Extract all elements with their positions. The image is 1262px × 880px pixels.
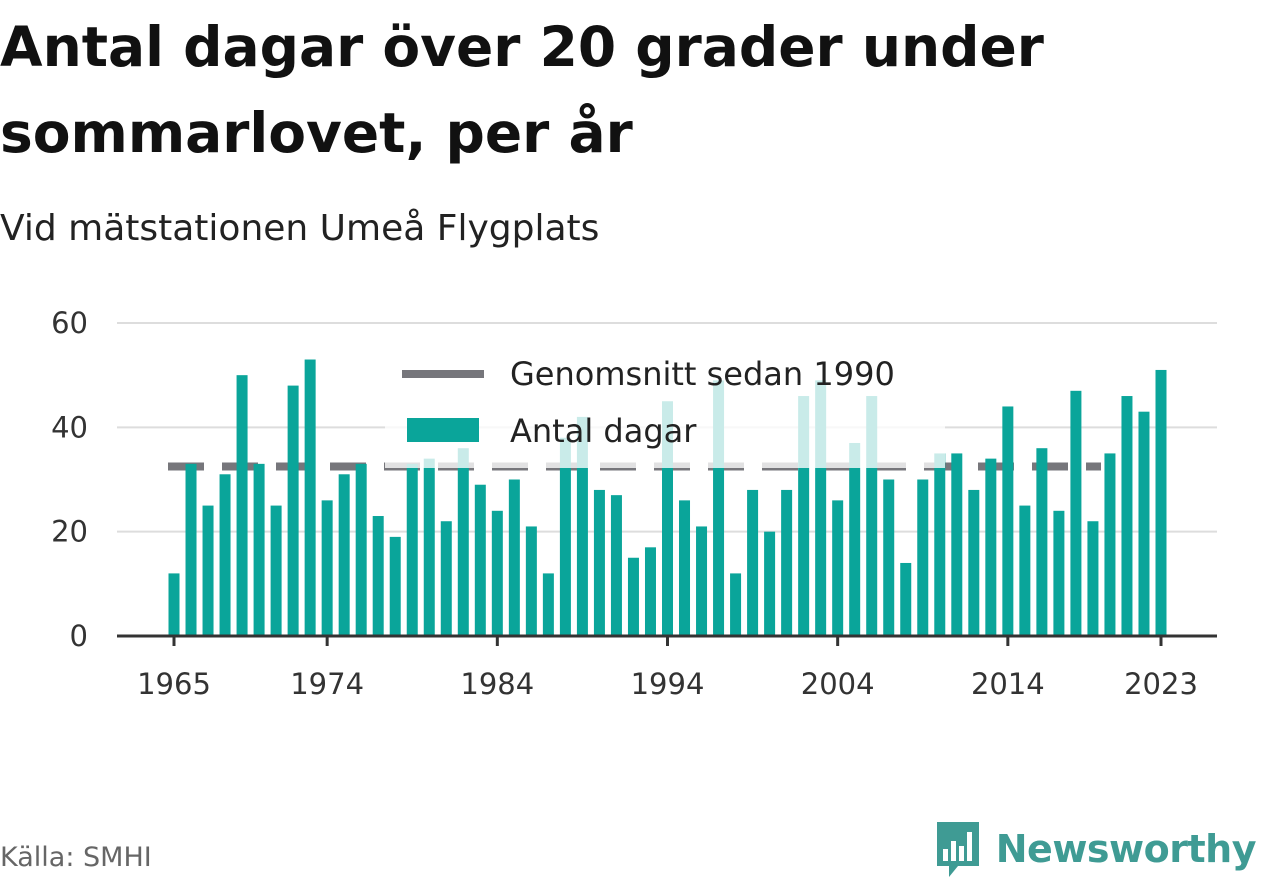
bar — [406, 463, 418, 636]
bar — [338, 474, 350, 636]
bar — [1070, 390, 1082, 636]
bar — [662, 401, 673, 636]
bar — [730, 573, 742, 636]
bar — [1104, 453, 1116, 636]
bar — [1138, 411, 1150, 636]
bar — [236, 375, 248, 636]
bar — [355, 463, 367, 636]
x-axis-ticks: 1965 1974 1984 1994 2004 2014 2023 — [137, 636, 1198, 701]
bar-chart: 0 20 40 60 Genomsnitt sedan 1990 Antal dagar… — [51, 306, 1217, 701]
bar — [542, 573, 554, 636]
bar — [679, 500, 691, 636]
bar — [185, 463, 197, 636]
x-tick-label: 2014 — [971, 667, 1045, 701]
legend-bar-label: Antal dagar — [510, 412, 697, 450]
bar — [1002, 406, 1014, 636]
bar — [985, 458, 997, 636]
bar — [1036, 448, 1048, 636]
newsworthy-logo-text: Newsworthy — [995, 827, 1257, 871]
bar — [934, 453, 946, 636]
bar — [798, 396, 810, 636]
x-tick-label: 1974 — [290, 667, 364, 701]
bar — [1155, 369, 1167, 636]
bar — [474, 484, 486, 636]
bar — [304, 359, 316, 636]
x-tick-label: 1965 — [137, 667, 211, 701]
bar — [713, 380, 725, 636]
bar — [202, 505, 214, 636]
legend: Genomsnitt sedan 1990 Antal dagar — [385, 348, 945, 468]
bar — [457, 448, 469, 636]
bar — [1019, 505, 1031, 636]
x-tick-label: 1994 — [631, 667, 705, 701]
bar — [917, 479, 929, 636]
bar — [1121, 396, 1133, 636]
x-tick-label: 2023 — [1124, 667, 1198, 701]
bar — [389, 536, 401, 636]
y-tick-label: 40 — [51, 410, 88, 444]
bar — [644, 547, 656, 636]
bar — [270, 505, 282, 636]
bar — [627, 557, 639, 636]
legend-bar-swatch — [407, 418, 479, 442]
chart-title: Antal dagar över 20 grader under sommarl… — [0, 15, 1044, 165]
bar — [423, 458, 435, 636]
bar — [440, 521, 452, 636]
bar — [219, 474, 231, 636]
chart-subtitle: Vid mätstationen Umeå Flygplats — [0, 208, 600, 249]
bar — [1087, 521, 1099, 636]
bar — [968, 489, 980, 636]
source-note: Källa: SMHI — [0, 842, 152, 873]
bar — [593, 489, 605, 636]
x-tick-label: 2004 — [801, 667, 875, 701]
bar — [696, 526, 708, 636]
legend-average-label: Genomsnitt sedan 1990 — [510, 355, 895, 393]
bar — [491, 510, 503, 636]
legend-background — [385, 348, 945, 468]
bar — [372, 516, 384, 636]
bar — [576, 416, 588, 636]
bar — [764, 531, 776, 636]
bar — [168, 573, 180, 636]
bar — [525, 526, 537, 636]
bar — [951, 453, 963, 636]
bar — [866, 396, 878, 636]
bar — [883, 479, 895, 636]
y-tick-label: 20 — [51, 515, 88, 549]
bar — [832, 500, 844, 636]
y-tick-label: 0 — [70, 619, 88, 653]
bar — [1053, 510, 1065, 636]
y-axis-ticks: 0 20 40 60 — [51, 306, 88, 653]
bar — [253, 463, 265, 636]
bar — [559, 437, 571, 636]
x-tick-label: 1984 — [460, 667, 534, 701]
bar — [508, 479, 520, 636]
bar — [900, 562, 912, 636]
newsworthy-logo: Newsworthy — [934, 818, 1257, 880]
bar — [815, 380, 827, 636]
bar — [321, 500, 333, 636]
bars — [168, 359, 1167, 636]
bar — [610, 495, 622, 636]
bar — [747, 489, 759, 636]
y-tick-label: 60 — [51, 306, 88, 340]
newsworthy-logo-icon — [936, 822, 979, 877]
bar — [287, 385, 299, 636]
bar — [849, 442, 861, 636]
bar — [781, 489, 793, 636]
